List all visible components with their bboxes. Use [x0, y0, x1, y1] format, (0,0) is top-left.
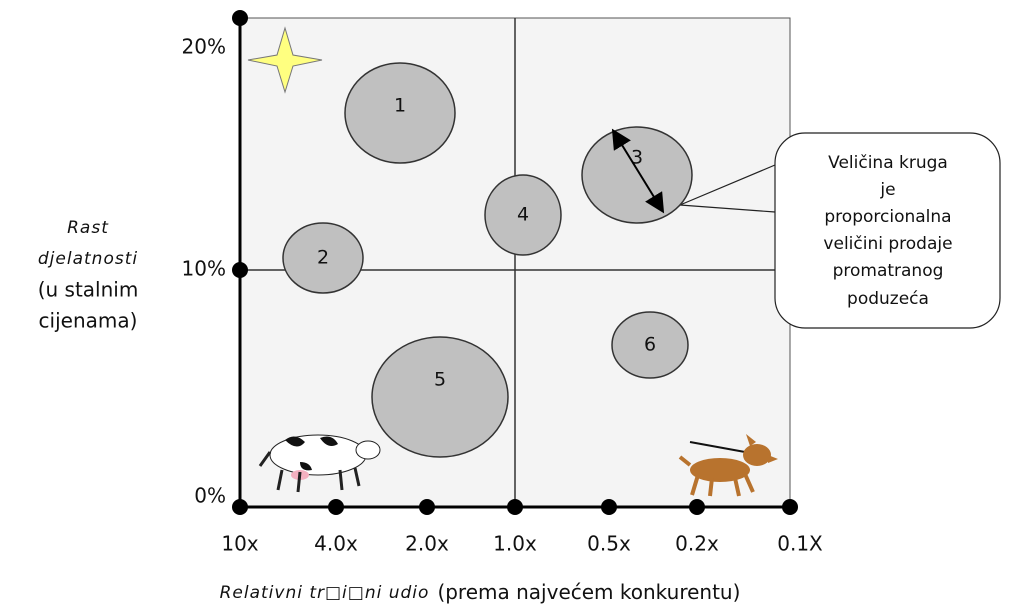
dot	[232, 499, 248, 515]
y-tick-label: 0%	[194, 484, 226, 508]
bubble-label: 3	[631, 147, 643, 169]
y-axis-title: djelatnosti	[38, 249, 138, 269]
dot	[601, 499, 617, 515]
y-tick-label: 10%	[182, 257, 226, 281]
dot	[232, 262, 248, 278]
callout-line: proporcionalna	[824, 207, 951, 227]
x-title-rest: (prema najvećem konkurentu)	[437, 580, 740, 604]
bubble-label: 2	[317, 247, 329, 269]
y-axis-title: (u stalnim	[38, 278, 139, 302]
y-axis-title: Rast	[67, 218, 109, 238]
x-tick-label: 0.1X	[777, 532, 823, 556]
x-title-italic: Relativni tr□i□ni udio	[220, 583, 430, 603]
callout-line: Veličina kruga	[828, 153, 948, 173]
dot	[232, 10, 248, 26]
x-axis-title: Relativni tr□i□ni udio (prema najvećem ko…	[220, 580, 741, 604]
bcg-matrix: Veličina kruga je proporcionalna veličini p…	[0, 0, 1013, 614]
bubble	[372, 337, 508, 457]
dot	[507, 499, 523, 515]
callout-line: promatranog	[833, 261, 944, 281]
dot	[419, 499, 435, 515]
dot	[782, 499, 798, 515]
bubble-label: 1	[394, 95, 406, 117]
y-tick-label: 20%	[182, 35, 226, 59]
x-tick-label: 4.0x	[314, 532, 358, 556]
dot	[328, 499, 344, 515]
callout-line: poduzeća	[847, 289, 929, 309]
bubble	[582, 127, 692, 223]
y-axis-title: cijenama)	[39, 309, 138, 333]
bubble-label: 4	[517, 204, 529, 226]
x-tick-label: 2.0x	[405, 532, 449, 556]
dot	[689, 499, 705, 515]
bubble-label: 5	[434, 369, 446, 391]
bubble-label: 6	[644, 334, 656, 356]
callout-line: veličini prodaje	[823, 234, 952, 254]
x-tick-label: 10x	[221, 532, 258, 556]
x-tick-label: 0.5x	[587, 532, 631, 556]
x-tick-label: 0.2x	[675, 532, 719, 556]
callout-line: je	[879, 180, 895, 200]
x-tick-label: 1.0x	[493, 532, 537, 556]
